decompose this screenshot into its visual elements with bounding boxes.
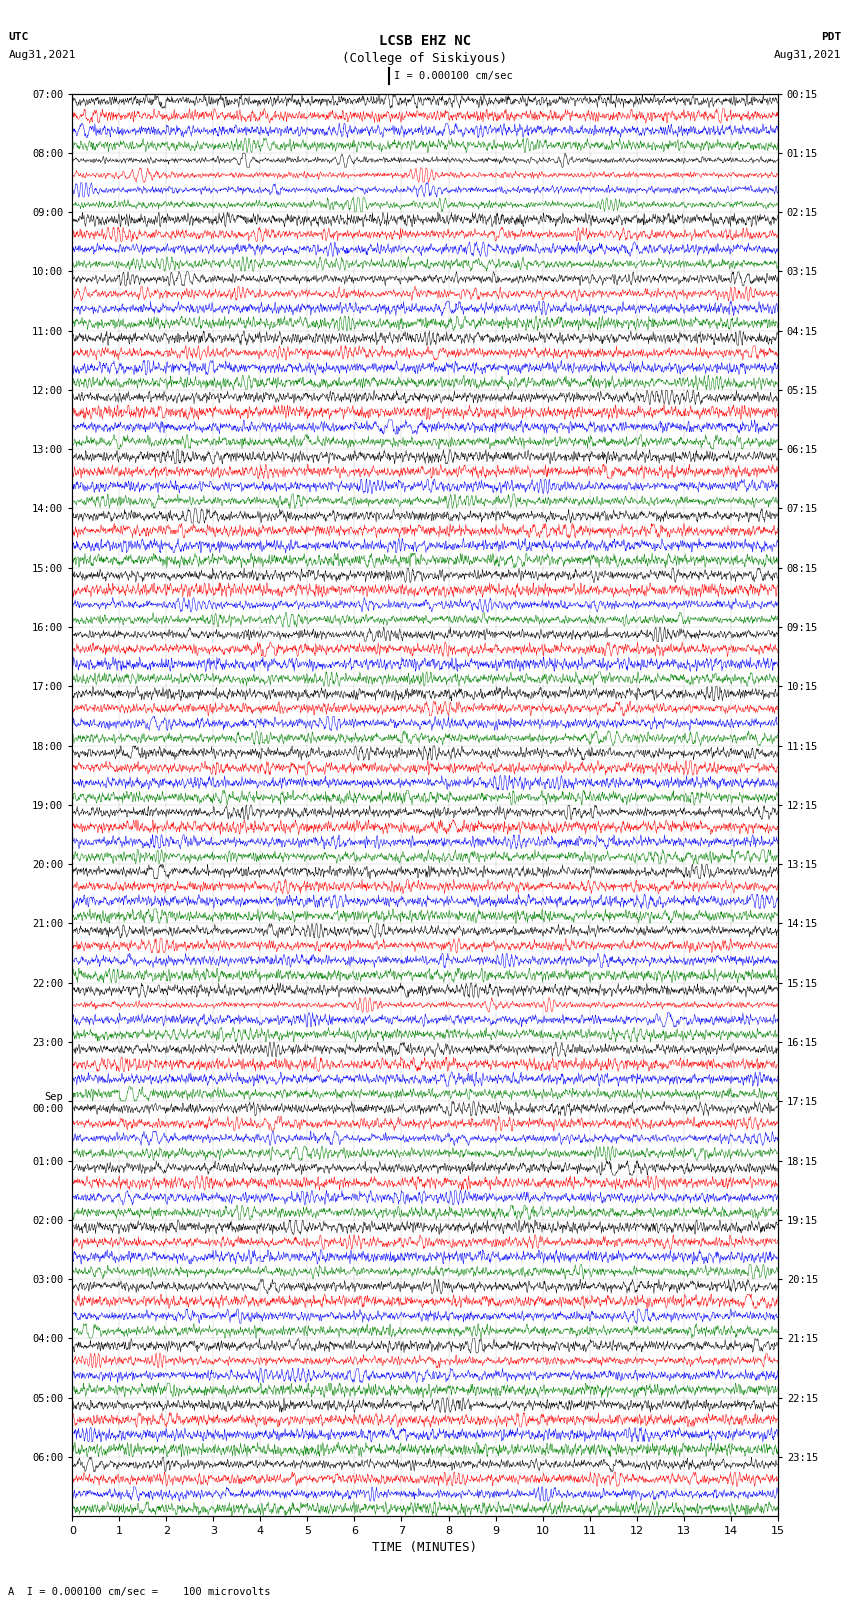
Text: (College of Siskiyous): (College of Siskiyous)	[343, 52, 507, 65]
X-axis label: TIME (MINUTES): TIME (MINUTES)	[372, 1542, 478, 1555]
Text: UTC: UTC	[8, 32, 29, 42]
Text: A  I = 0.000100 cm/sec =    100 microvolts: A I = 0.000100 cm/sec = 100 microvolts	[8, 1587, 271, 1597]
Text: I = 0.000100 cm/sec: I = 0.000100 cm/sec	[394, 71, 513, 81]
Text: Aug31,2021: Aug31,2021	[774, 50, 842, 60]
Text: LCSB EHZ NC: LCSB EHZ NC	[379, 34, 471, 48]
Text: Aug31,2021: Aug31,2021	[8, 50, 76, 60]
Text: PDT: PDT	[821, 32, 842, 42]
